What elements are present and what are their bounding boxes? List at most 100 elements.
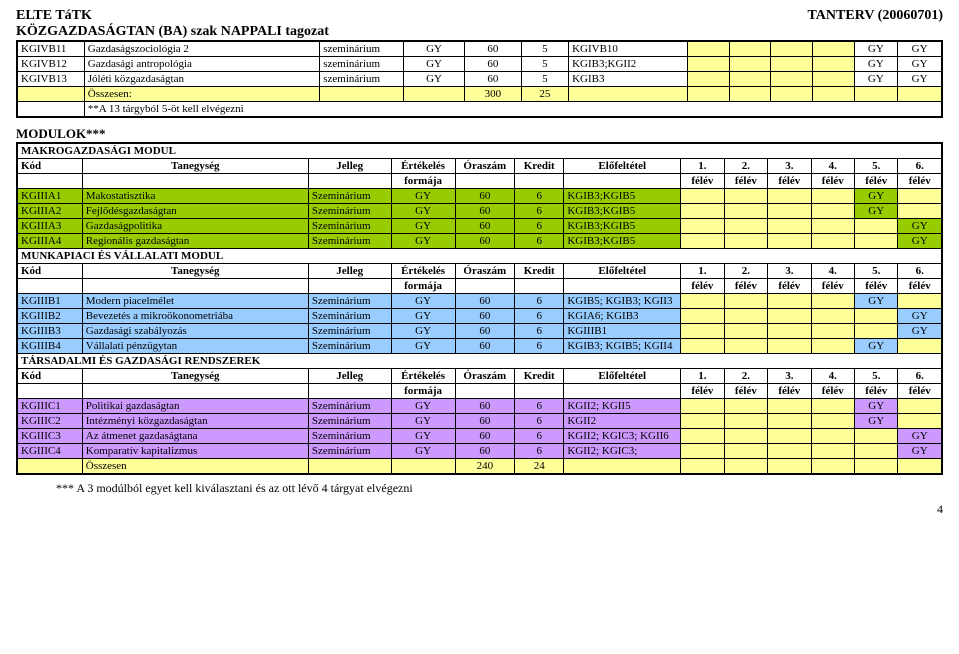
row-felev — [771, 57, 813, 72]
mod-ert: GY — [391, 309, 455, 324]
hdr-felev: 4. — [811, 264, 854, 279]
mod-kredit: 6 — [515, 294, 564, 309]
row-felev: GY — [898, 41, 942, 57]
mod-felev: GY — [898, 324, 942, 339]
tanterv-label: TANTERV (20060701) — [808, 8, 944, 24]
row-felev — [729, 57, 771, 72]
row-felev: GY — [898, 57, 942, 72]
mod-elof: KGIB3;KGIB5 — [564, 189, 681, 204]
hdr-felev2: félév — [898, 279, 942, 294]
mod-felev — [768, 444, 811, 459]
mod-felev — [681, 189, 724, 204]
mod-ora: 60 — [455, 219, 515, 234]
row-kod: KGIVB11 — [17, 41, 84, 57]
hdr-taneg: Tanegység — [82, 264, 308, 279]
mod-ert: GY — [391, 324, 455, 339]
mod-felev — [811, 234, 854, 249]
mod-felev: GY — [898, 429, 942, 444]
mod-ora: 60 — [455, 204, 515, 219]
hdr-felev2: félév — [855, 174, 898, 189]
footnote: *** A 3 modúlból egyet kell kiválasztani… — [56, 481, 943, 496]
mod-felev — [724, 234, 767, 249]
row-felev — [812, 72, 854, 87]
mod-kod: KGIIIA4 — [17, 234, 82, 249]
hdr-elof: Előfeltétel — [564, 159, 681, 174]
mod-felev — [898, 294, 942, 309]
mod-kredit: 6 — [515, 309, 564, 324]
row-felev — [771, 41, 813, 57]
mod-felev: GY — [855, 189, 898, 204]
hdr-kod: Kód — [17, 369, 82, 384]
mod-felev — [724, 399, 767, 414]
mod-felev: GY — [855, 414, 898, 429]
mod-felev — [898, 339, 942, 354]
row-elof: KGIB3;KGII2 — [569, 57, 688, 72]
row-taneg: Gazdasági antropológia — [84, 57, 319, 72]
mod-felev — [681, 444, 724, 459]
row-felev: GY — [854, 57, 898, 72]
row-felev: GY — [854, 41, 898, 57]
hdr-felev2: félév — [898, 174, 942, 189]
hdr-felev2: félév — [811, 384, 854, 399]
row-felev — [812, 57, 854, 72]
mod-felev — [681, 294, 724, 309]
mod-jelleg: Szeminárium — [308, 429, 391, 444]
mod-felev — [681, 399, 724, 414]
hdr-felev: 5. — [855, 369, 898, 384]
hdr-ora: Óraszám — [455, 159, 515, 174]
mod-ora: 60 — [455, 189, 515, 204]
mod-felev — [898, 189, 942, 204]
mod-felev: GY — [855, 294, 898, 309]
mod-kredit: 6 — [515, 444, 564, 459]
row-felev — [688, 41, 730, 57]
mod-kredit: 6 — [515, 204, 564, 219]
mod-taneg: Fejlődésgazdaságtan — [82, 204, 308, 219]
mod-felev — [811, 444, 854, 459]
mod-ert: GY — [391, 399, 455, 414]
hdr-felev: 5. — [855, 159, 898, 174]
mod-felev — [681, 309, 724, 324]
mod-ert: GY — [391, 294, 455, 309]
mod-felev — [724, 294, 767, 309]
row-elof: KGIB3 — [569, 72, 688, 87]
mod-elof: KGII2 — [564, 414, 681, 429]
hdr-felev2: félév — [898, 384, 942, 399]
total-label: Összesen: — [84, 87, 319, 102]
mod-felev — [855, 429, 898, 444]
hdr-felev: 6. — [898, 264, 942, 279]
mod-kod: KGIIIC1 — [17, 399, 82, 414]
total-ora: 300 — [465, 87, 522, 102]
mod-kod: KGIIIB2 — [17, 309, 82, 324]
row-ora: 60 — [465, 41, 522, 57]
module-title: MAKROGAZDASÁGI MODUL — [17, 143, 942, 159]
mod-felev — [681, 414, 724, 429]
mod-ora: 60 — [455, 234, 515, 249]
mod-felev: GY — [855, 399, 898, 414]
total-empty — [17, 87, 84, 102]
mod-ora: 60 — [455, 414, 515, 429]
hdr-felev2: félév — [681, 279, 724, 294]
mod-felev — [768, 204, 811, 219]
mod-felev — [768, 219, 811, 234]
row-felev — [771, 72, 813, 87]
hdr-felev: 1. — [681, 159, 724, 174]
mod-jelleg: Szeminárium — [308, 204, 391, 219]
row-ert: GY — [404, 72, 465, 87]
mod-ert: GY — [391, 234, 455, 249]
mod-kredit: 6 — [515, 429, 564, 444]
row-ert: GY — [404, 57, 465, 72]
row-kod: KGIVB12 — [17, 57, 84, 72]
mod-jelleg: Szeminárium — [308, 234, 391, 249]
hdr-felev2: félév — [681, 174, 724, 189]
mod-felev — [811, 189, 854, 204]
mod-kod: KGIIIC2 — [17, 414, 82, 429]
mod-elof: KGIB3;KGIB5 — [564, 204, 681, 219]
hdr-felev: 3. — [768, 369, 811, 384]
mod-felev: GY — [855, 339, 898, 354]
mod-ora: 60 — [455, 399, 515, 414]
mod-elof: KGIB3;KGIB5 — [564, 234, 681, 249]
row-felev — [812, 41, 854, 57]
hdr-felev2: félév — [768, 384, 811, 399]
mod-ora: 60 — [455, 294, 515, 309]
table-modules: MAKROGAZDASÁGI MODULKódTanegységJellegÉr… — [16, 142, 943, 475]
